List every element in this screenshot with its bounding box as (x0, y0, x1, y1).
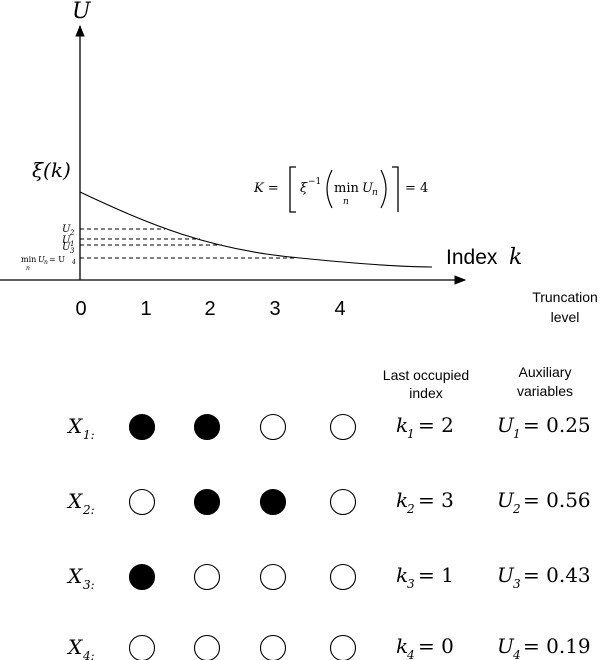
formula-ceil-left (289, 166, 296, 213)
row-1-slot-4-empty (329, 413, 357, 441)
row-2-u: U (497, 488, 515, 512)
row-3-u-value: = 0.43 (523, 563, 591, 587)
rows-layer: X 1: k1 = 2 U 1 = 0.25X 2: k2 = 3 U 2 = 0.56X 3: k3 = 1… (66, 413, 591, 660)
row-2-k-value: = 3 (418, 488, 454, 512)
header-aux-line2: variables (517, 383, 573, 399)
tick-label-3: 3 (269, 298, 280, 320)
xi-curve (79, 191, 433, 268)
row-3-slot-4-empty (329, 563, 357, 591)
header-truncation-line2: level (551, 309, 580, 325)
row-2-slot-4-empty (329, 488, 357, 516)
row-3-slot-2-empty (193, 563, 221, 591)
row-4-label-sub: 4: (82, 649, 95, 660)
row-1-slot-3-empty (259, 413, 287, 441)
tick-label-2: 2 (204, 298, 215, 320)
row-1-k: k (396, 413, 408, 437)
tick-label-1: 1 (140, 298, 151, 320)
row-1-u-sub: 1 (513, 427, 521, 441)
tick-label-0: 0 (75, 298, 86, 320)
u3-label: U (62, 242, 71, 253)
min-u-label: min (21, 255, 36, 264)
row-1-u: U (497, 413, 515, 437)
row-1-slot-1-filled (128, 413, 156, 441)
row-3-label-sub: 3: (83, 578, 95, 592)
formula-xi-sup: −1 (308, 177, 321, 187)
formula-min: min (334, 181, 359, 196)
row-1-label: X (66, 414, 83, 438)
row-2-label-sub: 2: (82, 503, 95, 517)
u3-label-sub: 3 (70, 247, 75, 255)
min-u-label-eq: = U (49, 255, 65, 264)
min-u-label-u-sub: n (44, 259, 48, 266)
formula-lhs: K = (253, 181, 279, 196)
header-last-line2: index (409, 385, 442, 401)
row-3-u-sub: 3 (513, 577, 521, 591)
row-2-slot-1-empty (128, 488, 156, 516)
row-3-k-sub: 3 (407, 577, 415, 591)
row-3-k: k (396, 563, 408, 587)
tick-label-4: 4 (334, 298, 345, 320)
row-4-slot-1-empty (128, 634, 156, 660)
formula: K = ξ −1 min n U n = 4 (253, 166, 428, 213)
row-4-k-sub: 4 (406, 648, 415, 660)
row-4-u: U (497, 634, 515, 658)
row-3-slot-3-empty (259, 563, 287, 591)
row-1-k-value: = 2 (418, 413, 454, 437)
x-axis-label: Index (446, 246, 498, 269)
row-4-slot-3-empty (259, 634, 287, 660)
row-1-slot-2-filled (193, 413, 221, 441)
row-4-k-value: = 0 (418, 634, 454, 658)
min-u-label-eq-sub: 4 (71, 259, 76, 266)
curve-label: ξ(k) (32, 158, 71, 182)
u1-label-sub: 1 (70, 240, 74, 248)
row-2-k-sub: 2 (406, 502, 415, 516)
x-axis-var: k (509, 245, 522, 270)
row-1-label-sub: 1: (83, 428, 95, 442)
formula-ceil-right (392, 166, 399, 212)
row-2-label: X (66, 489, 83, 513)
row-2-slot-2-filled (193, 488, 221, 516)
row-2-k: k (396, 488, 408, 512)
row-4-label: X (66, 635, 83, 659)
row-4-u-sub: 4 (512, 648, 521, 660)
row-4-k: k (396, 634, 408, 658)
row-1-u-value: = 0.25 (523, 413, 591, 437)
header-last-line1: Last occupied (383, 367, 469, 383)
formula-rhs: = 4 (405, 181, 428, 196)
y-axis-label: U (72, 0, 92, 24)
header-aux-line1: Auxiliary (519, 364, 572, 380)
u1-label: U (62, 235, 71, 246)
formula-paren-left (326, 169, 333, 209)
row-2-u-sub: 2 (512, 502, 521, 516)
formula-xi: ξ (300, 181, 308, 196)
row-4-u-value: = 0.19 (523, 634, 591, 658)
u2-label-sub: 2 (69, 229, 75, 237)
formula-paren-right (380, 169, 387, 209)
row-4-slot-2-empty (193, 634, 221, 660)
row-3-k-value: = 1 (418, 563, 454, 587)
min-u-label-sub: n (26, 265, 30, 272)
formula-u-sub: n (372, 188, 378, 198)
row-3-label: X (66, 564, 83, 588)
u2-label: U (62, 224, 71, 235)
row-4-slot-4-empty (329, 634, 357, 660)
formula-min-sub: n (343, 197, 349, 207)
formula-u: U (362, 181, 374, 196)
row-3-slot-1-filled (128, 563, 156, 591)
row-2-u-value: = 0.56 (523, 488, 591, 512)
row-2-slot-3-filled (259, 488, 287, 516)
min-u-label-u: U (38, 255, 45, 264)
header-truncation-line1: Truncation (532, 289, 598, 305)
row-1-k-sub: 1 (407, 427, 415, 441)
row-3-u: U (497, 563, 515, 587)
